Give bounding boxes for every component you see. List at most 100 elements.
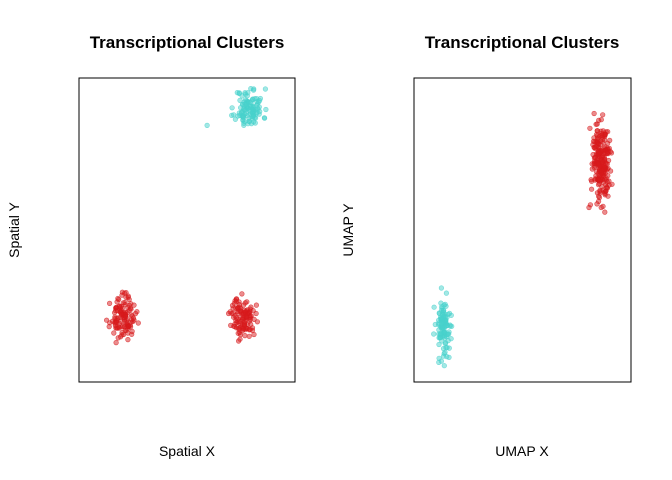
scatter-point (443, 323, 449, 329)
scatter-point (431, 331, 437, 337)
scatter-point (592, 139, 598, 145)
scatter-point (251, 119, 257, 125)
spatial-plot-title: Transcriptional Clusters (90, 33, 285, 52)
scatter-point (125, 304, 131, 311)
scatter-point (247, 308, 253, 314)
scatter-point (592, 176, 599, 182)
scatter-point (446, 331, 452, 337)
scatter-point (439, 307, 445, 314)
scatter-point (121, 323, 128, 330)
scatter-point (242, 333, 248, 339)
scatter-point (232, 321, 238, 327)
scatter-point (600, 203, 606, 209)
scatter-point (605, 193, 611, 199)
scatter-point (588, 178, 595, 184)
scatter-point (440, 353, 447, 359)
scatter-point (117, 334, 124, 340)
scatter-point (251, 86, 257, 92)
spatial-panel: Transcriptional Clusters Spatial X Spati… (6, 33, 296, 459)
scatter-point (598, 170, 605, 176)
scatter-point (599, 136, 606, 142)
scatter-point (251, 331, 257, 338)
scatter-point (445, 311, 451, 317)
scatter-point (128, 301, 134, 307)
scatter-point (592, 154, 598, 160)
scatter-point (130, 315, 137, 321)
scatter-point (441, 363, 447, 369)
scatter-point (246, 118, 252, 124)
scatter-point (241, 120, 247, 126)
umap-panel: Transcriptional Clusters UMAP X UMAP Y (340, 33, 632, 459)
scatter-point (253, 302, 259, 308)
scatter-point (125, 330, 131, 336)
scatter-point (123, 290, 129, 296)
spatial-points (103, 85, 269, 346)
scatter-point (588, 186, 595, 192)
scatter-point (230, 305, 236, 311)
scatter-point (240, 113, 246, 119)
scatter-point (440, 319, 446, 325)
scatter-point (596, 150, 603, 156)
scatter-point (248, 321, 254, 328)
scatter-point (448, 336, 454, 342)
spatial-x-axis-label: Spatial X (159, 443, 216, 459)
scatter-point (246, 333, 252, 339)
scatter-point (129, 328, 135, 335)
scatter-point (125, 337, 131, 343)
scatter-point (118, 307, 124, 313)
spatial-plot-frame (78, 77, 296, 383)
scatter-point (229, 310, 235, 317)
scatter-point (242, 106, 248, 113)
scatter-point (107, 320, 113, 326)
umap-plot-title: Transcriptional Clusters (425, 33, 620, 52)
scatter-point (236, 338, 242, 344)
scatter-point (237, 325, 243, 331)
scatter-point (113, 340, 119, 346)
scatter-point (242, 101, 248, 107)
scatter-point (125, 294, 131, 300)
scatter-point (436, 341, 442, 348)
scatter-point (603, 188, 609, 194)
spatial-y-axis-label: Spatial Y (6, 201, 22, 257)
scatter-point (262, 115, 268, 121)
scatter-point (591, 110, 597, 117)
scatter-point (204, 122, 210, 128)
scatter-point (236, 299, 242, 305)
scatter-point (598, 117, 604, 123)
scatter-point (111, 330, 117, 336)
scatter-point (235, 316, 241, 322)
scatter-point (250, 113, 256, 120)
scatter-point (236, 90, 242, 97)
scatter-point (238, 308, 244, 314)
scatter-point (439, 338, 445, 344)
scatter-point (249, 103, 255, 109)
scatter-point (247, 326, 253, 333)
scatter-point (116, 296, 122, 303)
scatter-point (247, 316, 253, 323)
scatter-point (438, 300, 444, 306)
scatter-point (431, 304, 437, 310)
scatter-point (593, 168, 600, 175)
scatter-point (440, 346, 447, 352)
scatter-point (114, 316, 120, 322)
scatter-point (122, 299, 128, 306)
scatter-point (586, 204, 592, 211)
scatter-point (604, 140, 611, 146)
scatter-point (446, 354, 452, 361)
umap-y-axis-label: UMAP Y (340, 203, 356, 257)
scatter-point (254, 109, 260, 115)
scatter-point (232, 116, 238, 122)
scatter-point (241, 302, 247, 308)
scatter-point (442, 329, 448, 335)
scatter-point (589, 161, 595, 167)
scatter-point (235, 330, 241, 336)
scatter-point (256, 104, 262, 110)
scatter-point (593, 121, 599, 127)
scatter-point (587, 125, 593, 131)
scatter-point (262, 86, 269, 92)
scatter-point (116, 324, 122, 330)
scatter-point (436, 355, 442, 361)
scatter-point (594, 201, 600, 207)
scatter-point (106, 300, 113, 307)
